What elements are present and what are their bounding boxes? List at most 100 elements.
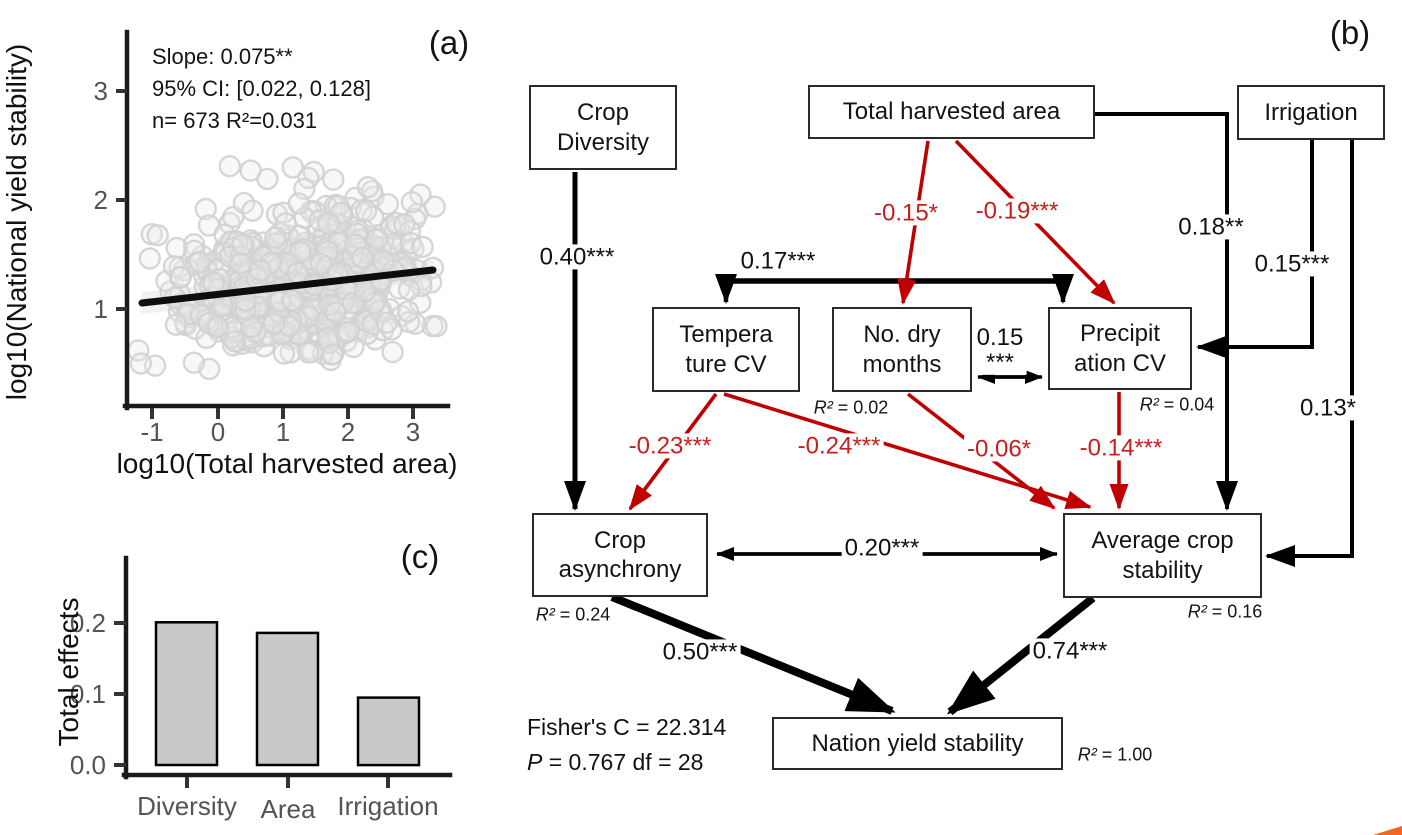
node-average-crop-stability: Average crop stability — [1063, 513, 1262, 598]
node-nation-yield-stability: Nation yield stability — [772, 717, 1063, 770]
node-no-dry-months: No. dry months — [832, 307, 972, 392]
panel-tag-a: (a) — [428, 24, 470, 61]
panel-tag-c: (c) — [400, 538, 440, 575]
edge-label-crop-asynchrony-nation-yield-stability: 0.50*** — [659, 639, 741, 665]
y-axis-ticks — [116, 89, 127, 311]
edge-label-average-crop-stability-nation-yield-stability: 0.74*** — [1029, 638, 1111, 664]
panel-tag-b: (b) — [1329, 14, 1371, 51]
x-tick-label: 3 — [406, 417, 420, 447]
edge-label-no-dry-months-precipitation-cv: 0.15 *** — [973, 325, 1027, 375]
arrow-temperature-cv-to-average-crop-stability — [723, 392, 1092, 509]
x-axis-title: log10(Total harvested area) — [117, 448, 458, 479]
node-label-line: asynchrony — [558, 556, 682, 583]
y-tick-label: 0.2 — [70, 608, 106, 638]
regression-line — [138, 266, 437, 307]
y-tick-label: 0.1 — [70, 679, 106, 709]
node-label-line: Irrigation — [1264, 98, 1358, 126]
r2-label-nation-yield-stability: R² = 1.00 — [1075, 744, 1155, 766]
x-tick-label: 0 — [211, 417, 225, 447]
node-label-line: Precipit — [1079, 320, 1161, 348]
y-axis-ticks — [114, 621, 126, 767]
edge-label-temperature-cv-average-crop-stability: -0.24*** — [794, 433, 884, 459]
r2-symbol: R² — [1187, 601, 1207, 622]
arrow-irrigation-to-average-crop-stability — [1265, 140, 1354, 567]
r2-value: = 0.16 — [1206, 601, 1263, 622]
annotation-n-r2: n= 673 R²=0.031 — [152, 108, 317, 133]
y-tick-label: 0.0 — [70, 750, 106, 780]
y-tick-label: 3 — [94, 76, 108, 106]
edge-label-temperature-cv-crop-asynchrony: -0.23*** — [625, 433, 715, 459]
p-symbol: P — [527, 748, 543, 775]
y-axis-title: Total effects — [53, 598, 84, 747]
x-tick-label: 1 — [276, 417, 290, 447]
edge-label-total-harvested-area-average-crop-stability: 0.18** — [1175, 214, 1247, 240]
edge-label-irrigation-precipitation-cv: 0.15*** — [1251, 251, 1333, 277]
node-crop-asynchrony: Crop asynchrony — [532, 513, 708, 597]
y-axis-title: log10(National yield stability) — [1, 44, 32, 400]
node-label-line: months — [862, 350, 942, 378]
orange-corner-decoration — [1373, 826, 1402, 835]
node-irrigation: Irrigation — [1237, 85, 1385, 140]
arrow-irrigation-to-precipitation-cv — [1196, 140, 1314, 358]
arrow-crop-asynchrony-to-nation-yield-stability — [610, 593, 896, 715]
node-label-line: Diversity — [556, 128, 649, 156]
p-value-text: = 0.767 df = 28 — [542, 748, 704, 775]
r2-symbol: R² — [1077, 744, 1097, 765]
edge-label-crop-diversity-crop-asynchrony: 0.40*** — [536, 244, 618, 270]
r2-value: = 0.04 — [1158, 394, 1215, 415]
node-label-line: No. dry — [863, 321, 941, 349]
bar-diversity — [154, 621, 219, 767]
fit-statistics: Fisher's C = 22.314 P = 0.767 df = 28 — [527, 710, 726, 779]
node-label-line: Average crop — [1091, 527, 1234, 555]
x-axis-ticks — [150, 408, 415, 419]
x-axis-ticks — [185, 777, 390, 788]
fishers-c-line: Fisher's C = 22.314 — [527, 714, 727, 740]
y-tick-label: 2 — [94, 185, 108, 215]
node-label-line: Crop — [593, 526, 647, 554]
panel-a-scatter-chart: 3 2 1 -1 0 1 2 3 log10(Total harvested a… — [1, 29, 458, 479]
r2-symbol: R² — [1139, 394, 1159, 415]
node-label-line: ation CV — [1073, 349, 1167, 377]
node-label-line: Crop — [576, 99, 630, 127]
r2-value: = 0.02 — [832, 397, 889, 418]
edge-label-total-harvested-area-precipitation-cv: -0.19*** — [972, 198, 1062, 224]
scatter-points — [127, 154, 448, 381]
node-label-line: Total harvested area — [842, 98, 1061, 126]
r2-symbol: R² — [535, 604, 555, 625]
annotation-slope: Slope: 0.075** — [152, 44, 293, 69]
edge-label-no-dry-months-average-crop-stability: -0.06* — [963, 436, 1035, 462]
p-df-line: P = 0.767 df = 28 — [527, 745, 726, 780]
edge-label-temperature-cv-precipitation-cv: 0.17*** — [737, 248, 819, 274]
r2-label-no-dry-months: R² = 0.02 — [811, 397, 891, 419]
bars-group — [154, 621, 421, 767]
node-temperature-cv: Tempera ture CV — [652, 307, 800, 392]
node-label-line: stability — [1122, 556, 1203, 584]
bar-irrigation — [356, 696, 421, 767]
edge-label-crop-asynchrony-average-crop-stability: 0.20*** — [841, 535, 923, 561]
x-tick-label: 2 — [341, 417, 355, 447]
y-tick-label: 1 — [94, 294, 108, 324]
edge-label-total-harvested-area-no-dry-months: -0.15* — [870, 200, 942, 226]
node-precipitation-cv: Precipit ation CV — [1048, 307, 1192, 390]
node-label-line: Tempera — [679, 321, 773, 349]
r2-symbol: R² — [813, 397, 833, 418]
category-label: Area — [261, 794, 316, 824]
confidence-band — [142, 260, 433, 314]
category-label: Irrigation — [337, 791, 438, 821]
r2-label-average-crop-stability: R² = 0.16 — [1185, 601, 1265, 623]
node-label-line: Nation yield stability — [811, 729, 1024, 757]
r2-value: = 0.24 — [554, 604, 611, 625]
edge-label-irrigation-average-crop-stability: 0.13* — [1296, 395, 1360, 421]
bar-area — [255, 631, 320, 767]
x-tick-label: -1 — [140, 417, 163, 447]
node-total-harvested-area: Total harvested area — [808, 85, 1095, 139]
r2-value: = 1.00 — [1096, 744, 1153, 765]
annotation-ci: 95% CI: [0.022, 0.128] — [152, 76, 371, 101]
category-label: Diversity — [137, 791, 237, 821]
node-label-line: ture CV — [685, 350, 767, 378]
r2-label-precipitation-cv: R² = 0.04 — [1137, 394, 1217, 416]
r2-label-crop-asynchrony: R² = 0.24 — [533, 604, 613, 626]
node-crop-diversity: Crop Diversity — [529, 85, 677, 170]
edge-label-precipitation-cv-average-crop-stability: -0.14*** — [1076, 435, 1166, 461]
